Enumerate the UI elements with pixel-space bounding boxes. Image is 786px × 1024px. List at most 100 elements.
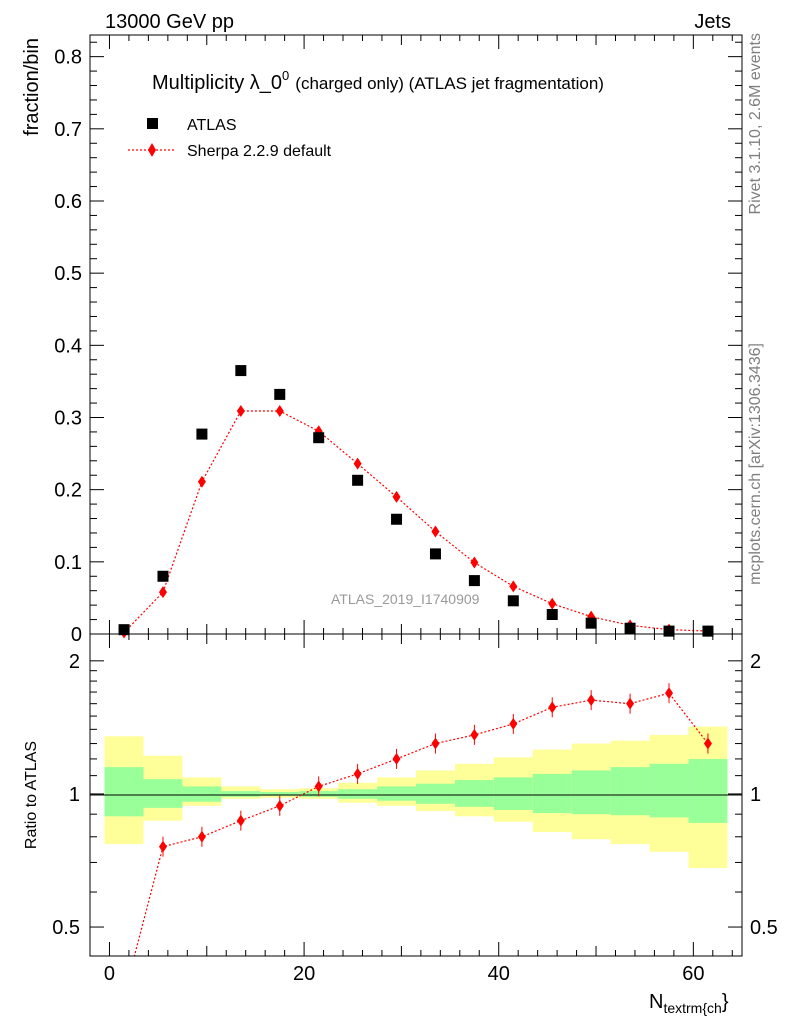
mcplots-label: mcplots.cern.ch [arXiv:1306.3436] [747,343,764,585]
y-tick-label: 0.5 [54,263,82,285]
title-main: Multiplicity λ_0 [152,72,282,94]
xlabel-subscript: textrm{ch [663,1000,721,1016]
band-inner [338,789,378,799]
xlabel-main: N [649,991,663,1013]
title-rest: (charged only) (ATLAS jet fragmentation) [295,74,604,93]
analysis-label: ATLAS_2019_I1740909 [331,591,480,607]
rivet-label: Rivet 3.1.10, 2.6M events [747,33,764,214]
legend-marker-sherpa [148,143,156,157]
sherpa-point [509,580,518,593]
band-inner [493,777,533,810]
atlas-point [391,513,403,525]
ratio-point [392,752,401,765]
header-left: 13000 GeV pp [105,11,234,33]
band-inner [688,758,728,823]
xlabel-end: } [722,991,729,1013]
atlas-point [546,609,558,621]
ratio-point [431,737,440,750]
ratio-y-axis-label: Ratio to ATLAS [23,741,40,849]
atlas-point [235,365,247,377]
band-inner [143,779,183,808]
sherpa-point [197,475,206,488]
atlas-point [702,625,714,637]
band-inner [104,767,144,817]
ratio-tick-label-right: 2 [750,651,761,673]
sherpa-line [123,410,708,633]
sherpa-point [470,556,479,569]
atlas-point [429,548,441,560]
ratio-tick-label-right: 1 [750,784,761,806]
ratio-frame [89,633,743,957]
header-right: Jets [694,11,731,33]
sherpa-point [548,597,557,610]
legend: ATLAS Sherpa 2.2.9 default [128,117,332,160]
band-inner [182,786,222,802]
series-layer [118,365,714,956]
ratio-tick-label-right: 0.5 [750,917,778,939]
sherpa-point [392,490,401,503]
ratio-point [665,687,674,700]
band-inner [454,780,494,807]
band-inner [221,791,261,797]
title-superscript: 0 [282,68,289,83]
atlas-point [313,432,325,444]
ratio-tick-label-left: 2 [69,651,80,673]
band-inner [416,783,455,804]
sherpa-point [236,404,245,417]
ratio-point [353,767,362,780]
band-inner [532,773,572,814]
ratio-point [587,694,596,707]
ratio-tick-label-left: 0.5 [52,917,80,939]
y-tick-label: 0.1 [54,552,82,574]
atlas-point [624,622,636,634]
chart-title: Multiplicity λ_00 (charged only) (ATLAS j… [152,68,604,94]
x-tick-label: 0 [104,963,115,985]
y-tick-label: 0.7 [54,119,82,141]
atlas-point [585,617,597,629]
ratio-point [703,737,712,750]
band-inner [571,770,611,815]
ratio-point [197,830,206,843]
ratio-series [133,683,712,956]
x-axis-label: Ntextrm{ch} [649,991,729,1016]
y-axis-label: fraction/bin [21,38,43,136]
ratio-point [236,814,245,827]
ratio-point [470,728,479,741]
atlas-point [468,575,480,587]
y-tick-label: 0.4 [54,335,82,357]
ratio-point [509,717,518,730]
atlas-point [663,625,675,637]
y-tick-label: 0.8 [54,47,82,69]
ratio-point [314,780,323,793]
atlas-point [507,595,519,607]
band-inner [260,792,300,796]
ratio-line [133,692,709,956]
ratio-point [626,697,635,710]
y-tick-label: 0.6 [54,191,82,213]
sherpa-point [158,586,167,599]
atlas-point [118,624,130,636]
atlas-point [274,388,286,400]
ratio-point [548,701,557,714]
y-tick-label: 0 [71,624,82,646]
x-tick-label: 20 [293,963,315,985]
ratio-tick-label-left: 1 [69,784,80,806]
y-tick-label: 0.3 [54,407,82,429]
band-inner [649,763,689,818]
ratio-point [275,799,284,812]
y-tick-label: 0.2 [54,480,82,502]
legend-marker-atlas [147,118,158,129]
x-tick-label: 60 [682,963,704,985]
sherpa-point [431,525,440,538]
legend-label-sherpa: Sherpa 2.2.9 default [187,143,332,160]
sherpa-point [353,457,362,470]
band-inner [610,767,650,816]
ratio-point [158,840,167,853]
atlas-point [157,570,169,582]
band-inner [377,786,416,801]
legend-label-atlas: ATLAS [187,117,237,134]
atlas-point [352,474,364,486]
x-tick-label: 40 [488,963,510,985]
